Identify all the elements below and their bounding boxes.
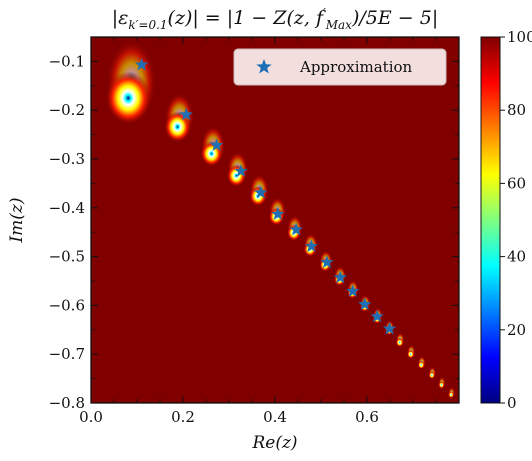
legend-box [233, 48, 447, 86]
y-tick-label: −0.8 [49, 394, 85, 412]
x-tick-label: 0.6 [355, 408, 379, 426]
approximation-point [358, 297, 372, 311]
colorbar-tick-label: 20 [507, 321, 526, 339]
colorbar-tick-label: 60 [507, 174, 526, 192]
legend-star-icon [256, 59, 272, 74]
y-axis: −0.1 −0.2 −0.3 −0.4 −0.5 −0.6 −0.7 −0.8 [49, 36, 459, 412]
x-tick-label: 0.4 [263, 408, 287, 426]
approximation-point [134, 57, 149, 71]
approximation-point [234, 164, 248, 177]
colorbar-tick-label: 40 [507, 248, 526, 266]
colorbar-tick-label: 0 [507, 394, 517, 412]
y-tick-label: −0.5 [49, 248, 85, 266]
y-axis-label: Im(z) [7, 197, 27, 243]
approximation-point [179, 107, 193, 121]
approximation-point [254, 185, 268, 199]
approximation-point [320, 255, 334, 269]
y-tick-label: −0.6 [49, 296, 85, 314]
colorbar [480, 36, 501, 404]
heatmap-minimum [438, 377, 446, 389]
heatmap-minima [105, 39, 455, 399]
approximation-point [333, 270, 347, 284]
y-tick-label: −0.1 [49, 52, 85, 70]
colorbar-ticks: 0 20 40 60 80 100 [500, 28, 532, 412]
approximation-point [346, 284, 360, 297]
approximation-point [382, 321, 397, 335]
x-axis: 0.0 0.2 0.4 0.6 [79, 37, 437, 426]
approximation-series [134, 57, 397, 335]
heatmap-minimum [395, 332, 405, 347]
heatmap-minimum [164, 92, 194, 143]
approximation-point [304, 239, 318, 253]
heatmap-minimum [448, 387, 455, 399]
x-tick-label: 0.2 [171, 408, 195, 426]
legend-label: Approximation [299, 58, 413, 76]
x-axis-label: Re(z) [251, 433, 297, 453]
heatmap-minimum [105, 39, 157, 125]
approximation-point [209, 138, 224, 151]
heatmap-minimum [428, 366, 436, 379]
heatmap-minimum [417, 356, 426, 369]
y-tick-label: −0.3 [49, 150, 85, 168]
x-tick-label: 0.0 [79, 408, 103, 426]
approximation-point [370, 309, 384, 323]
y-tick-label: −0.2 [49, 101, 85, 119]
chart-title: |εk′=0.1(z)| = |1 − Z(z, f′Max)/5E − 5| [112, 6, 438, 32]
heatmap-minimum [407, 345, 416, 359]
y-tick-label: −0.4 [49, 199, 85, 217]
approximation-point [271, 207, 285, 220]
colorbar-tick-label: 80 [507, 101, 526, 119]
colorbar-tick-label: 100 [507, 28, 532, 46]
approximation-point [289, 222, 303, 236]
y-tick-label: −0.7 [49, 345, 85, 363]
legend: Approximation [233, 48, 447, 86]
